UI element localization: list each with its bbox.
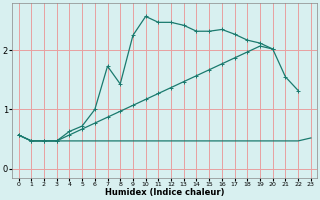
X-axis label: Humidex (Indice chaleur): Humidex (Indice chaleur) <box>105 188 224 197</box>
